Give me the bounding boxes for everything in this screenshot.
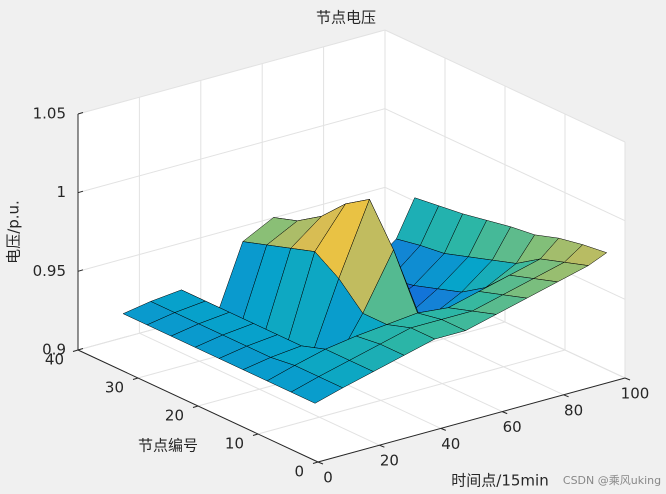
y-tick-label: 10 — [225, 435, 244, 453]
y-tick — [72, 349, 79, 352]
x-tick — [624, 377, 631, 381]
x-tick-label: 100 — [621, 385, 650, 403]
grid-line — [77, 29, 386, 115]
grid-line — [384, 29, 626, 143]
z-axis-label: 电压/p.u. — [5, 200, 23, 264]
x-tick-label: 20 — [380, 452, 399, 470]
y-tick-label: 20 — [165, 407, 184, 425]
y-tick-label: 30 — [105, 379, 124, 397]
chart-title: 节点电压 — [316, 9, 376, 27]
y-tick — [312, 461, 319, 464]
x-tick-label: 0 — [323, 469, 333, 487]
z-tick — [77, 112, 84, 115]
z-tick — [77, 190, 84, 194]
z-tick-label: 0.9 — [42, 341, 66, 359]
z-tick-label: 1 — [56, 183, 66, 201]
x-tick — [317, 461, 324, 465]
y-tick — [192, 405, 199, 408]
x-tick — [563, 394, 569, 398]
x-axis — [317, 377, 626, 463]
grid-line — [77, 186, 386, 272]
grid-line — [257, 349, 566, 435]
z-tick-label: 1.05 — [33, 105, 66, 123]
x-tick — [379, 444, 385, 448]
watermark: CSDN @乘风uking — [563, 474, 661, 487]
y-tick — [132, 377, 139, 380]
grid-line — [384, 108, 626, 222]
y-tick-label: 40 — [45, 351, 64, 369]
x-tick — [440, 427, 446, 431]
y-tick-label: 0 — [294, 463, 304, 481]
z-tick-label: 0.95 — [33, 262, 66, 280]
x-tick-label: 40 — [441, 435, 460, 453]
grid-line — [77, 108, 386, 194]
surface-patch — [290, 376, 344, 404]
x-tick — [502, 411, 508, 415]
x-tick-label: 60 — [503, 418, 522, 436]
x-tick-label: 80 — [564, 401, 583, 419]
z-tick — [77, 348, 84, 351]
y-axis-label: 节点编号 — [138, 437, 198, 455]
y-tick — [252, 433, 259, 436]
z-tick — [77, 269, 84, 272]
x-axis-label: 时间点/15min — [451, 472, 548, 490]
